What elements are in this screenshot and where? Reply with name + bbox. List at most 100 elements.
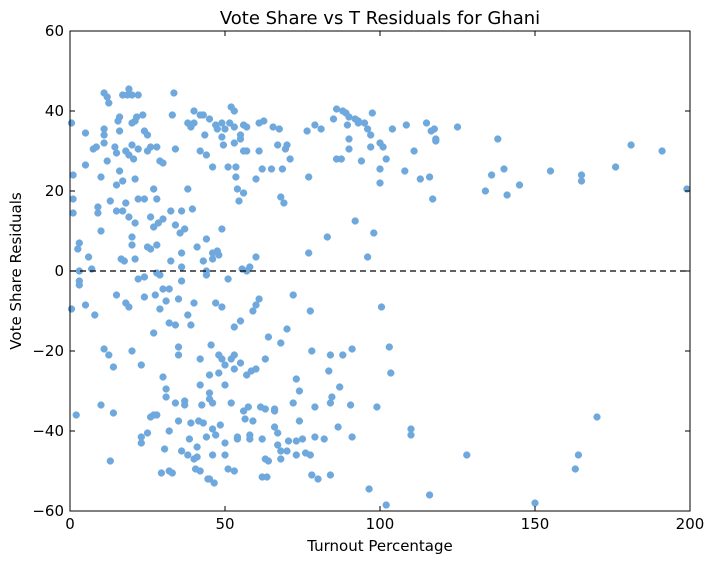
axis-ticks: 0 50 100 150 200 −60 −40 −20 0 20 40 60 xyxy=(32,22,704,533)
data-point xyxy=(367,131,375,139)
data-point xyxy=(376,179,384,187)
data-point xyxy=(305,249,313,257)
data-point xyxy=(235,197,243,205)
x-tick-label: 50 xyxy=(215,515,234,533)
data-point xyxy=(241,415,249,423)
data-point xyxy=(531,499,539,507)
y-tick-label: 40 xyxy=(45,102,64,120)
data-point xyxy=(156,271,164,279)
data-point xyxy=(255,147,263,155)
data-point xyxy=(571,465,579,473)
data-point xyxy=(216,421,224,429)
data-point xyxy=(208,255,217,263)
data-point xyxy=(131,219,139,227)
data-point xyxy=(252,301,260,309)
data-point xyxy=(205,115,214,123)
data-point xyxy=(261,355,269,363)
data-point xyxy=(84,253,93,261)
data-point xyxy=(128,241,136,249)
data-point xyxy=(593,413,601,421)
y-tick-label: −20 xyxy=(32,342,64,360)
data-point xyxy=(171,221,180,229)
data-point xyxy=(246,435,254,443)
data-point xyxy=(611,163,620,171)
data-point xyxy=(258,435,266,443)
x-axis-label: Turnout Percentage xyxy=(306,537,453,555)
data-point xyxy=(139,111,147,119)
data-point xyxy=(432,137,440,145)
data-point xyxy=(208,399,217,407)
data-point xyxy=(233,185,242,193)
data-point xyxy=(205,475,214,483)
data-point xyxy=(346,401,355,409)
data-point xyxy=(365,485,373,493)
data-point xyxy=(357,157,366,165)
data-point xyxy=(128,347,136,355)
data-point xyxy=(168,469,176,477)
data-point xyxy=(249,307,257,315)
data-point xyxy=(255,295,263,303)
data-point xyxy=(360,119,369,127)
data-point xyxy=(218,133,226,141)
data-point xyxy=(303,127,311,135)
data-point xyxy=(244,403,252,411)
data-point xyxy=(274,141,282,149)
data-point xyxy=(269,123,277,131)
data-point xyxy=(401,167,409,175)
data-point xyxy=(100,131,108,139)
data-point xyxy=(274,429,282,437)
data-point xyxy=(143,131,152,139)
data-point xyxy=(170,89,178,97)
data-point xyxy=(140,293,149,301)
data-point xyxy=(236,317,245,325)
data-point xyxy=(167,207,175,215)
data-point xyxy=(176,229,184,237)
chart-title: Vote Share vs T Residuals for Ghani xyxy=(220,8,540,29)
data-point xyxy=(177,277,186,285)
data-point xyxy=(184,451,192,459)
data-point xyxy=(325,367,333,375)
data-point xyxy=(112,181,121,189)
data-point xyxy=(425,173,434,181)
data-point xyxy=(103,157,111,165)
data-point xyxy=(487,171,496,179)
data-point xyxy=(167,257,175,265)
data-point xyxy=(305,173,313,181)
data-point xyxy=(289,291,297,299)
data-point xyxy=(326,471,335,479)
data-point xyxy=(368,109,376,117)
data-point xyxy=(334,423,342,431)
data-point xyxy=(252,365,260,373)
data-point xyxy=(159,215,167,223)
y-axis-label: Vote Share Residuals xyxy=(7,192,25,350)
data-point xyxy=(187,321,195,329)
data-point xyxy=(249,417,257,425)
data-point xyxy=(286,155,294,163)
data-point xyxy=(345,113,353,121)
data-point xyxy=(373,403,381,411)
data-point xyxy=(320,435,328,443)
data-point xyxy=(295,387,304,395)
data-point xyxy=(193,453,201,461)
data-point xyxy=(270,423,279,431)
data-point xyxy=(230,139,238,147)
data-point xyxy=(574,451,583,459)
data-point xyxy=(295,417,304,425)
data-point xyxy=(97,401,105,409)
data-point xyxy=(196,147,204,155)
data-point xyxy=(72,411,80,419)
data-point xyxy=(168,111,176,119)
data-point xyxy=(177,447,186,455)
data-point xyxy=(326,351,335,359)
data-point xyxy=(134,275,142,283)
data-point xyxy=(69,195,77,203)
data-point xyxy=(370,229,378,237)
data-point xyxy=(165,319,173,327)
data-point xyxy=(219,141,228,149)
data-point xyxy=(150,223,158,231)
data-point xyxy=(177,249,186,257)
data-point xyxy=(354,119,362,127)
data-point xyxy=(252,253,260,261)
data-point xyxy=(97,173,105,181)
data-point xyxy=(503,191,511,199)
